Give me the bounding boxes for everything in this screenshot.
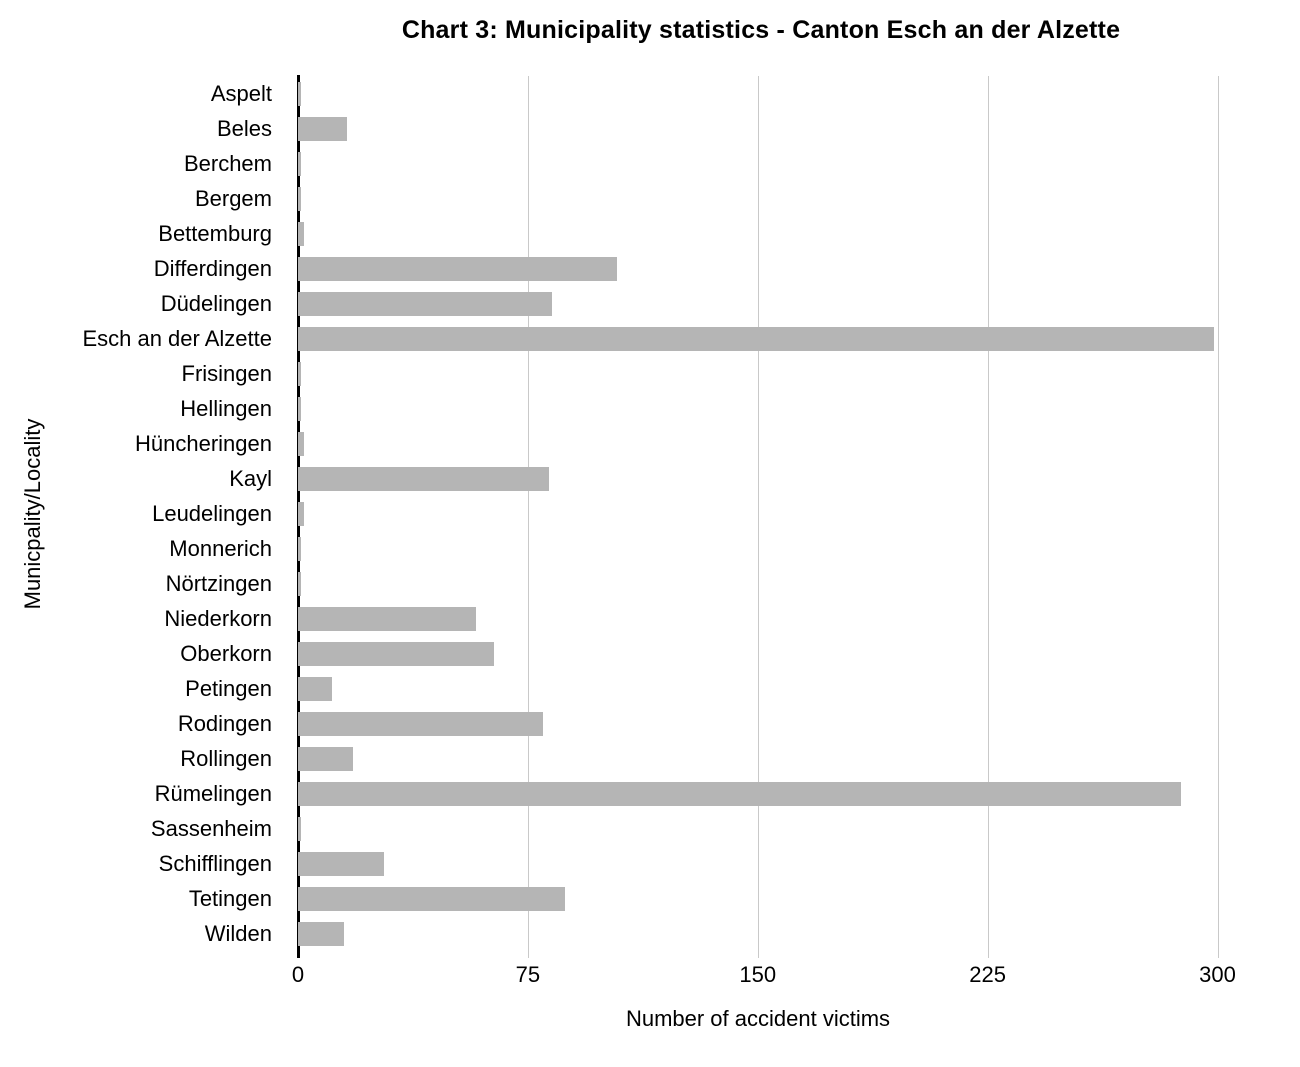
category-label: Esch an der Alzette [82, 325, 272, 351]
category-label: Tetingen [188, 886, 272, 912]
category-label: Berchem [183, 150, 272, 176]
category-label: Hüncheringen [135, 430, 272, 456]
bar-row [298, 637, 1256, 672]
gridline-x-150 [757, 76, 759, 958]
gridline-x-75 [527, 76, 529, 958]
bar-row [298, 146, 1256, 181]
category-label: Rodingen [177, 711, 272, 737]
bar-Rollingen [298, 747, 354, 772]
bar-row [298, 251, 1256, 286]
x-tick-label-0: 0 [291, 962, 305, 987]
bar-Tetingen [298, 887, 565, 912]
bar-row [298, 531, 1256, 566]
category-label: Bettemburg [158, 220, 272, 246]
bar-Leudelingen [298, 501, 305, 526]
category-label: Oberkorn [180, 641, 272, 667]
bar-Differdingen [298, 256, 617, 281]
category-label: Sassenheim [150, 816, 272, 842]
bar-row [298, 321, 1256, 356]
category-label: Rümelingen [154, 781, 272, 807]
x-tick-label-300: 300 [1199, 962, 1236, 987]
bar-Hüncheringen [298, 431, 305, 456]
gridline-x-300 [1217, 76, 1219, 958]
plot-area [298, 76, 1256, 958]
bar-Beles [298, 116, 348, 141]
bar-Bergem [298, 186, 302, 211]
category-label: Schifflingen [158, 851, 272, 877]
category-label: Aspelt [210, 80, 272, 106]
bar-Wilden [298, 922, 344, 947]
bar-row [298, 847, 1256, 882]
bar-row [298, 882, 1256, 917]
bar-row [298, 917, 1256, 952]
category-label: Petingen [185, 676, 272, 702]
bar-Niederkorn [298, 606, 476, 631]
bar-Düdelingen [298, 291, 553, 316]
bar-row [298, 76, 1256, 111]
category-label: Beles [216, 115, 272, 141]
bar-Frisingen [298, 361, 302, 386]
bar-Petingen [298, 677, 332, 702]
bar-row [298, 426, 1256, 461]
bar-row [298, 707, 1256, 742]
bar-Kayl [298, 466, 550, 491]
bar-Monnerich [298, 536, 302, 561]
category-label: Hellingen [180, 395, 272, 421]
bar-row [298, 461, 1256, 496]
bar-row [298, 356, 1256, 391]
bar-row [298, 566, 1256, 601]
bar-row [298, 742, 1256, 777]
category-labels-group: Aspelt Beles Berchem Bergem Bettemburg Differ… [0, 76, 272, 952]
x-tick-label-225: 225 [969, 962, 1006, 987]
category-label: Wilden [204, 921, 272, 947]
bar-Rodingen [298, 712, 544, 737]
bar-Berchem [298, 151, 302, 176]
bar-Nörtzingen [298, 571, 302, 596]
bar-row [298, 111, 1256, 146]
gridline-x-225 [987, 76, 989, 958]
category-label: Kayl [229, 465, 272, 491]
bar-Hellingen [298, 396, 302, 421]
chart-title: Chart 3: Municipality statistics - Canto… [401, 16, 1121, 44]
bar-Oberkorn [298, 642, 495, 667]
category-label: Düdelingen [160, 290, 272, 316]
bar-Rümelingen [298, 782, 1181, 807]
x-axis-title: Number of accident victims [625, 1006, 891, 1031]
bar-row [298, 601, 1256, 636]
bar-row [298, 391, 1256, 426]
bars-group [298, 76, 1256, 952]
category-label: Rollingen [180, 746, 272, 772]
bar-Sassenheim [298, 817, 302, 842]
category-label: Bergem [194, 185, 272, 211]
x-tick-labels-group: 0 75 150 225 300 [292, 962, 1256, 992]
bar-row [298, 812, 1256, 847]
bar-row [298, 181, 1256, 216]
bar-row [298, 216, 1256, 251]
x-tick-label-150: 150 [739, 962, 777, 987]
category-label: Leudelingen [152, 500, 272, 526]
bar-Esch an der Alzette [298, 326, 1215, 351]
bar-Aspelt [298, 81, 302, 106]
bar-Bettemburg [298, 221, 305, 246]
category-label: Differdingen [153, 255, 272, 281]
category-label: Frisingen [181, 360, 272, 386]
x-tick-label-75: 75 [515, 962, 541, 987]
bar-row [298, 286, 1256, 321]
bar-row [298, 496, 1256, 531]
bar-row [298, 777, 1256, 812]
category-label: Nörtzingen [165, 570, 272, 596]
category-label: Monnerich [169, 535, 272, 561]
category-label: Niederkorn [164, 605, 272, 631]
bar-row [298, 672, 1256, 707]
bar-Schifflingen [298, 852, 384, 877]
